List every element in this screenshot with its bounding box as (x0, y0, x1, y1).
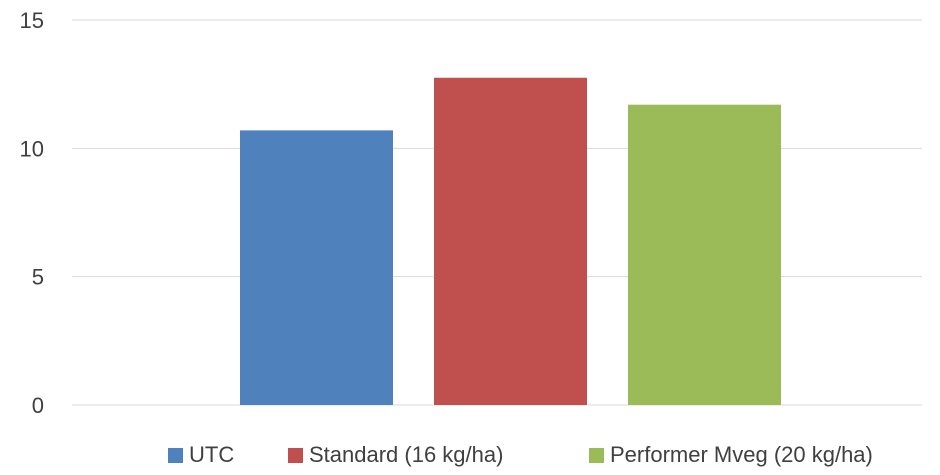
legend-label-standard: Standard (16 kg/ha) (309, 442, 504, 467)
legend-item-utc: UTC (168, 442, 234, 468)
y-tick-label: 0 (32, 393, 44, 418)
legend-swatch-performer (589, 447, 604, 463)
bars (240, 77, 781, 405)
bar-standard (434, 77, 587, 405)
legend: UTC Standard (16 kg/ha) Performer Mveg (… (0, 442, 940, 472)
y-axis-ticks: 0 5 10 15 (20, 8, 44, 418)
bar-utc (240, 130, 393, 405)
y-tick-label: 15 (20, 8, 44, 33)
legend-item-performer: Performer Mveg (20 kg/ha) (589, 442, 873, 468)
legend-label-performer: Performer Mveg (20 kg/ha) (610, 442, 873, 467)
legend-item-standard: Standard (16 kg/ha) (288, 442, 503, 468)
y-tick-label: 5 (32, 265, 44, 290)
legend-swatch-utc (168, 447, 183, 463)
bar-chart: 0 5 10 15 (20, 8, 922, 418)
legend-swatch-standard (288, 447, 303, 463)
bar-performer (628, 104, 781, 405)
legend-label-utc: UTC (189, 442, 235, 467)
y-tick-label: 10 (20, 136, 44, 161)
